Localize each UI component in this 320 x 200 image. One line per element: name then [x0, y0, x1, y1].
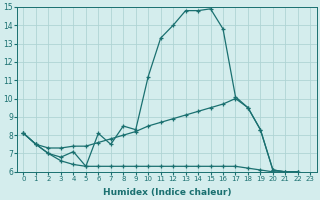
X-axis label: Humidex (Indice chaleur): Humidex (Indice chaleur) — [103, 188, 231, 197]
